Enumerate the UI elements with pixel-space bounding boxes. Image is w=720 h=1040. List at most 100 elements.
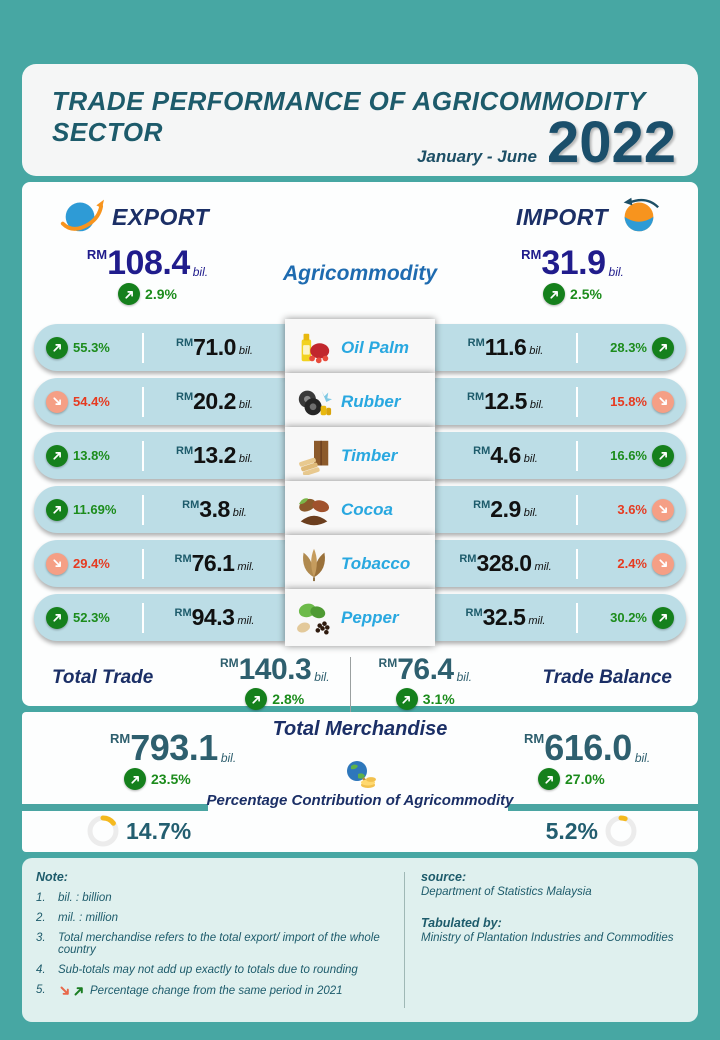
source-value: Department of Statistics Malaysia	[421, 886, 592, 898]
timber-icon	[295, 437, 333, 475]
accent-bar	[508, 804, 698, 811]
up-arrow-icon	[538, 768, 560, 790]
note-item: 1. bil. : billion	[36, 892, 112, 904]
commodity-label: Pepper	[285, 589, 435, 646]
trend-arrow-icon	[652, 606, 674, 629]
import-value: RM 4.6 bil.	[473, 442, 538, 468]
source-column: source: Department of Statistics Malaysi…	[405, 870, 684, 1010]
export-summary: RM 108.4 bil. 2.9%	[30, 246, 265, 305]
total-trade-group: RM 140.3 bil. 2.8%	[200, 655, 350, 710]
export-value: RM 3.8 bil.	[182, 496, 247, 522]
trend-arrow-icon	[652, 336, 674, 359]
merchandise-import-value: RM 616.0 bil.	[524, 727, 651, 768]
up-arrow-icon	[543, 283, 566, 305]
totals-row: Total Trade RM 140.3 bil. 2.8% RM 76.4 bil. …	[30, 655, 690, 721]
merchandise-export: RM 793.1 bil. 23.5%	[110, 730, 236, 790]
divider	[142, 386, 144, 417]
commodity-label: Tobacco	[285, 535, 435, 592]
row-timber: 13.8% RM 13.2 bil. RM 4.6 bil. 16.6%	[34, 427, 686, 484]
import-label: IMPORT	[515, 203, 608, 230]
merchandise-export-change: 23.5%	[124, 768, 236, 790]
tabulated-label: Tabulated by:	[421, 916, 502, 930]
trend-arrow-icon	[652, 444, 674, 467]
export-value: RM 76.1 mil.	[174, 550, 255, 576]
import-globe-icon	[616, 192, 662, 243]
export-contribution: 14.7%	[86, 814, 191, 848]
export-pill: 52.3% RM 94.3 mil.	[34, 594, 285, 641]
import-change: 28.3%	[578, 336, 674, 359]
divider	[576, 332, 578, 363]
import-change: 15.8%	[578, 390, 674, 413]
export-change: 11.69%	[46, 498, 142, 521]
up-arrow-icon	[245, 688, 268, 710]
divider	[576, 548, 578, 579]
pepper-icon	[295, 599, 333, 637]
row-cocoa: 11.69% RM 3.8 bil. RM 2.9 bil. 3.6%	[34, 481, 686, 538]
trend-arrow-icon	[46, 498, 68, 521]
up-arrow-icon	[395, 688, 418, 710]
import-change: 16.6%	[578, 444, 674, 467]
total-trade-value: RM 140.3 bil.	[219, 653, 330, 686]
export-value: RM 20.2 bil.	[176, 388, 253, 414]
divider	[142, 440, 144, 471]
row-oil-palm: 55.3% RM 71.0 bil. RM 11.6 bil. 28.3%	[34, 319, 686, 376]
divider	[142, 332, 144, 363]
header-card: TRADE PERFORMANCE OF AGRICOMMODITY SECTO…	[22, 64, 698, 176]
trade-balance-group: RM 76.4 bil. 3.1%	[351, 655, 501, 710]
trade-balance-value: RM 76.4 bil.	[378, 653, 472, 686]
divider	[349, 657, 351, 715]
commodity-label: Oil Palm	[285, 319, 435, 376]
export-header: EXPORT	[58, 192, 209, 243]
merchandise-import-change: 27.0%	[538, 768, 650, 790]
import-pill: RM 328.0 mil. 2.4%	[435, 540, 686, 587]
row-rubber: 54.4% RM 20.2 bil. RM 12.5 bil. 15.8%	[34, 373, 686, 430]
import-value: RM 32.5 mil.	[465, 604, 546, 630]
export-donut-chart	[87, 815, 119, 847]
import-value: RM 11.6 bil.	[467, 334, 544, 360]
import-change: 2.4%	[578, 552, 674, 575]
trend-arrow-icon	[46, 336, 68, 359]
import-pill: RM 4.6 bil. 16.6%	[435, 432, 686, 479]
export-change: 13.8%	[46, 444, 142, 467]
trend-arrow-icon	[46, 552, 68, 575]
import-value: RM 328.0 mil.	[459, 550, 552, 576]
import-pill: RM 12.5 bil. 15.8%	[435, 378, 686, 425]
import-value: RM 12.5 bil.	[467, 388, 544, 414]
export-pill: 11.69% RM 3.8 bil.	[34, 486, 285, 533]
export-value: RM 94.3 mil.	[174, 604, 255, 630]
globe-coins-icon	[343, 758, 377, 795]
import-donut-chart	[605, 815, 637, 847]
trend-arrow-icon	[46, 390, 68, 413]
divider	[142, 494, 144, 525]
export-label: EXPORT	[112, 203, 210, 230]
source-label: source:	[421, 870, 467, 884]
trend-arrow-icon	[652, 390, 674, 413]
import-contribution: 5.2%	[546, 814, 638, 848]
import-pill: RM 32.5 mil. 30.2%	[435, 594, 686, 641]
import-pill: RM 11.6 bil. 28.3%	[435, 324, 686, 371]
import-value: RM 2.9 bil.	[473, 496, 538, 522]
export-pill: 13.8% RM 13.2 bil.	[34, 432, 285, 479]
cocoa-icon	[295, 491, 333, 529]
page-title: TRADE PERFORMANCE OF AGRICOMMODITY SECTO…	[52, 86, 646, 147]
import-pill: RM 2.9 bil. 3.6%	[435, 486, 686, 533]
rubber-icon	[295, 383, 333, 421]
export-change: 29.4%	[46, 552, 142, 575]
agricommodity-title: Agricommodity	[282, 262, 437, 285]
import-change: 3.6%	[578, 498, 674, 521]
up-arrow-icon	[118, 283, 141, 305]
trade-card: EXPORT IMPORT RM 108.4 bil.	[22, 182, 698, 715]
note-item: 3. Total merchandise refers to the total…	[36, 932, 380, 956]
trend-arrow-icon	[652, 552, 674, 575]
export-value: RM 13.2 bil.	[176, 442, 253, 468]
export-pill: 55.3% RM 71.0 bil.	[34, 324, 285, 371]
tabulated-value: Ministry of Plantation Industries and Co…	[421, 932, 674, 944]
export-globe-icon	[58, 192, 104, 243]
year-label: 2022	[546, 110, 676, 175]
import-header: IMPORT	[516, 192, 662, 243]
export-pill: 54.4% RM 20.2 bil.	[34, 378, 285, 425]
trend-arrow-icon	[46, 444, 68, 467]
divider	[576, 602, 578, 633]
export-change: 54.4%	[46, 390, 142, 413]
note-item: 2. mil. : million	[36, 912, 119, 924]
